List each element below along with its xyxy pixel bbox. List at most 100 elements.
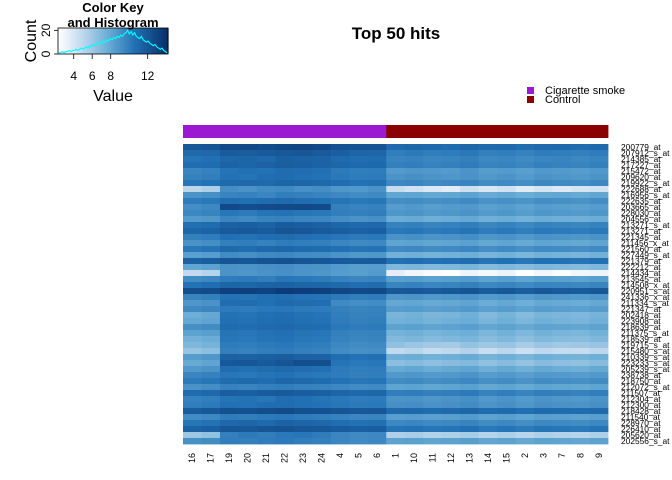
- color-key-swatch: [136, 28, 140, 54]
- heatmap-cell: [515, 204, 535, 211]
- heatmap-cell: [534, 156, 553, 163]
- heatmap-cell: [238, 408, 258, 415]
- heatmap-cell: [478, 432, 498, 439]
- column-label: 3: [538, 453, 548, 458]
- heatmap-cell: [386, 180, 406, 187]
- heatmap-cell: [404, 210, 424, 217]
- heatmap-cell: [256, 348, 276, 355]
- heatmap-cell: [293, 402, 313, 409]
- heatmap-cell: [478, 228, 498, 235]
- heatmap-cell: [312, 270, 332, 277]
- heatmap-cell: [571, 234, 590, 241]
- heatmap-cell: [478, 240, 498, 247]
- heatmap-cell: [330, 144, 350, 151]
- heatmap-cell: [349, 408, 369, 415]
- heatmap-cell: [349, 288, 369, 295]
- heatmap-cell: [367, 438, 387, 445]
- heatmap-cell: [367, 162, 387, 169]
- heatmap-cell: [534, 300, 553, 307]
- heatmap-cell: [330, 384, 350, 391]
- row-label: 218428_at: [621, 406, 661, 416]
- heatmap-cell: [478, 408, 498, 415]
- heatmap-cell: [497, 306, 517, 313]
- column-group-bar: [478, 125, 498, 138]
- heatmap-cell: [293, 288, 313, 295]
- heatmap-cell: [201, 354, 221, 361]
- heatmap-cell: [404, 186, 424, 193]
- heatmap-cell: [201, 204, 221, 211]
- heatmap-cell: [183, 294, 202, 301]
- heatmap-cell: [219, 378, 239, 385]
- heatmap-cell: [238, 354, 258, 361]
- heatmap-cell: [349, 312, 369, 319]
- heatmap-cell: [423, 408, 443, 415]
- heatmap-cell: [183, 192, 202, 199]
- heatmap-cell: [441, 348, 461, 355]
- heatmap-cell: [201, 330, 221, 337]
- heatmap-cell: [552, 354, 572, 361]
- heatmap-cell: [256, 276, 276, 283]
- heatmap-cell: [571, 180, 590, 187]
- heatmap-cell: [330, 330, 350, 337]
- heatmap-cell: [349, 354, 369, 361]
- heatmap-cell: [589, 210, 609, 217]
- heatmap-cell: [552, 252, 572, 259]
- color-key-swatch: [72, 28, 76, 54]
- heatmap-cell: [293, 282, 313, 289]
- heatmap-cell: [589, 282, 609, 289]
- heatmap-cell: [515, 336, 535, 343]
- heatmap-cell: [460, 282, 480, 289]
- heatmap-cell: [367, 144, 387, 151]
- heatmap-cell: [534, 342, 553, 349]
- heatmap-cell: [571, 324, 590, 331]
- heatmap-cell: [534, 186, 553, 193]
- heatmap-cell: [293, 300, 313, 307]
- heatmap-cell: [386, 210, 406, 217]
- heatmap-cell: [293, 276, 313, 283]
- row-label: 205239_s_at: [621, 364, 670, 374]
- heatmap-cell: [386, 270, 406, 277]
- heatmap-cell: [256, 294, 276, 301]
- heatmap-cell: [275, 426, 295, 433]
- heatmap-cell: [183, 408, 202, 415]
- heatmap-cell: [423, 144, 443, 151]
- heatmap-cell: [515, 414, 535, 421]
- heatmap-cell: [460, 252, 480, 259]
- heatmap-cell: [552, 288, 572, 295]
- heatmap-cell: [367, 186, 387, 193]
- heatmap-cell: [219, 384, 239, 391]
- color-key-swatch: [65, 28, 68, 54]
- heatmap-cell: [515, 348, 535, 355]
- heatmap-cell: [497, 438, 517, 445]
- heatmap-cell: [404, 384, 424, 391]
- heatmap-cell: [238, 234, 258, 241]
- heatmap-cell: [256, 438, 276, 445]
- heatmap-cell: [238, 318, 258, 325]
- heatmap-cell: [534, 414, 553, 421]
- heatmap-cell: [404, 144, 424, 151]
- color-key-swatch: [87, 28, 90, 54]
- heatmap-cell: [552, 402, 572, 409]
- heatmap-cell: [330, 390, 350, 397]
- heatmap-cell: [238, 198, 258, 205]
- heatmap-cell: [534, 372, 553, 379]
- row-label: 207912_s_at: [621, 148, 670, 158]
- heatmap-cell: [441, 384, 461, 391]
- heatmap-cell: [386, 366, 406, 373]
- heatmap-cell: [460, 390, 480, 397]
- heatmap-cell: [386, 426, 406, 433]
- heatmap-cell: [386, 216, 406, 223]
- heatmap-cell: [238, 162, 258, 169]
- heatmap-cell: [571, 348, 590, 355]
- heatmap-cell: [367, 246, 387, 253]
- heatmap-cell: [330, 318, 350, 325]
- heatmap-cell: [534, 234, 553, 241]
- heatmap-cell: [330, 432, 350, 439]
- heatmap-cell: [534, 180, 553, 187]
- heatmap-cell: [349, 336, 369, 343]
- heatmap-cell: [460, 144, 480, 151]
- heatmap-cell: [330, 360, 350, 367]
- heatmap-cell: [201, 318, 221, 325]
- color-key-swatch: [116, 28, 120, 54]
- color-key-swatch: [142, 28, 145, 54]
